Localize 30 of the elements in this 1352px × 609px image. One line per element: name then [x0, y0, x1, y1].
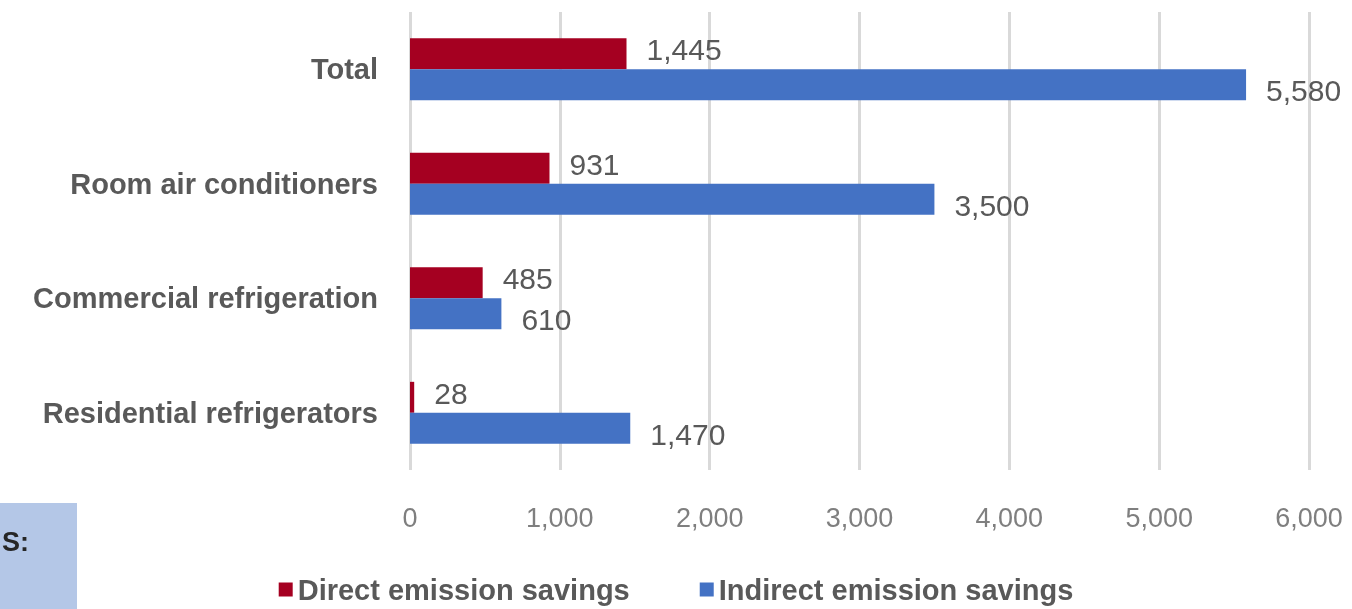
- data-label: 485: [502, 262, 553, 296]
- x-tick-label: 1,000: [526, 502, 594, 533]
- x-tick-label: 4,000: [975, 502, 1044, 533]
- bar: [410, 381, 415, 413]
- data-label: 1,470: [650, 417, 726, 451]
- data-label: 610: [521, 303, 572, 337]
- data-label: 5,580: [1266, 74, 1342, 108]
- x-tick-label: 6,000: [1275, 502, 1343, 533]
- data-label: 931: [569, 147, 620, 181]
- x-tick-label: 0: [402, 502, 418, 533]
- legend-label: Direct emission savings: [297, 573, 630, 606]
- x-tick-label: 2,000: [675, 502, 744, 533]
- bar: [410, 152, 550, 184]
- y-tick-label: Total: [310, 53, 378, 86]
- x-tick-label: 3,000: [825, 502, 894, 533]
- bar: [410, 267, 483, 299]
- bar: [410, 183, 935, 215]
- y-tick-label: Commercial refrigeration: [33, 282, 378, 315]
- bar: [410, 38, 627, 70]
- y-tick-label: Room air conditioners: [70, 167, 378, 200]
- data-label: 3,500: [954, 188, 1030, 222]
- bar: [410, 298, 502, 330]
- bar: [410, 69, 1247, 101]
- x-tick-label: 5,000: [1125, 502, 1193, 533]
- data-label: 28: [434, 376, 468, 410]
- y-tick-label: Residential refrigerators: [42, 396, 378, 429]
- note-box: S:: [0, 503, 77, 609]
- data-label: 1,445: [646, 33, 722, 67]
- bar: [410, 412, 631, 444]
- legend-label: Indirect emission savings: [718, 573, 1074, 606]
